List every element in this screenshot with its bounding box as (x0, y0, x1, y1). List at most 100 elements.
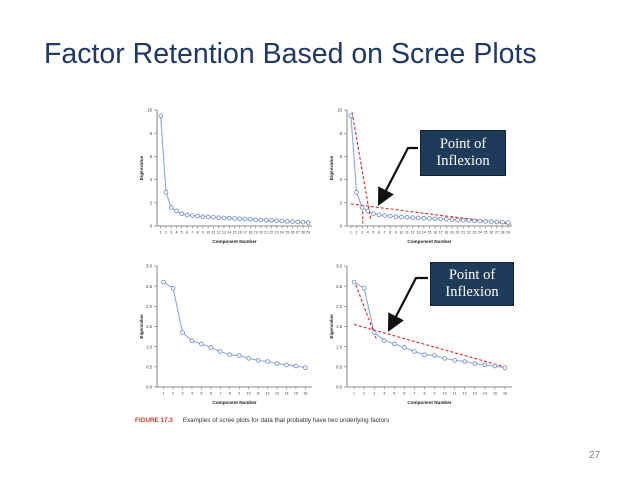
y-tick-label: 2 (340, 200, 343, 205)
data-point (255, 358, 261, 363)
x-tick-label: 4 (176, 231, 178, 235)
x-tick-label: 3 (373, 392, 375, 396)
data-point (237, 216, 243, 222)
x-tick-label: 11 (256, 392, 260, 396)
x-tick-label: 27 (495, 231, 499, 235)
data-point (300, 219, 306, 225)
x-tick-label: 3 (182, 392, 184, 396)
x-tick-label: 17 (439, 231, 443, 235)
x-tick-label: 28 (301, 231, 305, 235)
y-tick-label: 3.0 (336, 264, 342, 269)
x-tick-label: 5 (372, 231, 374, 235)
dashed-line (350, 203, 511, 225)
data-point (410, 215, 415, 220)
x-tick-label: 10 (247, 392, 251, 396)
x-tick-label: 17 (243, 231, 247, 235)
data-point (205, 214, 211, 220)
x-tick-label: 1 (353, 392, 355, 396)
data-point (359, 205, 365, 210)
data-point (371, 211, 376, 217)
data-point (376, 212, 382, 218)
x-tick-label: 10 (399, 231, 403, 235)
scree-plot-bottom-right: 0.0 0.5 1.0 1.5 2.0 2.5 3.0 1 2 3 4 5 6 7 8 9 10 11 12 13 14… (325, 258, 520, 413)
data-point (258, 217, 264, 223)
x-tick-label: 14 (422, 231, 426, 235)
x-tick-label: 19 (450, 231, 454, 235)
data-point (427, 216, 432, 221)
x-tick-label: 8 (229, 392, 231, 396)
data-point (422, 352, 427, 358)
x-tick-label: 3 (361, 231, 363, 235)
x-tick-label: 14 (483, 392, 487, 396)
data-point (284, 362, 289, 368)
x-tick-label: 1 (160, 231, 162, 235)
x-tick-label: 26 (489, 231, 493, 235)
data-point (421, 215, 427, 221)
data-point (483, 219, 488, 224)
x-tick-label: 5 (393, 392, 395, 396)
x-tick-label: 12 (266, 392, 270, 396)
dashed-line (353, 323, 506, 368)
data-point (200, 214, 206, 220)
x-tick-label: 18 (248, 231, 252, 235)
x-tick-label: 12 (463, 392, 467, 396)
x-tick-label: 9 (395, 231, 397, 235)
data-point (221, 215, 227, 221)
data-point (242, 216, 248, 222)
data-point (402, 345, 407, 350)
data-point (290, 219, 295, 224)
data-point (295, 219, 301, 225)
x-tick-label: 15 (233, 231, 237, 235)
y-tick-label: 4 (150, 177, 153, 182)
y-tick-label: 4 (340, 177, 343, 182)
data-point (462, 359, 468, 364)
x-tick-label: 7 (191, 231, 193, 235)
x-tick-label: 13 (275, 392, 279, 396)
data-point (179, 211, 185, 217)
y-tick-label: 0.5 (336, 364, 342, 369)
y-tick-label: 0.0 (146, 385, 152, 390)
x-tick-label: 6 (210, 392, 212, 396)
data-point (460, 217, 466, 223)
data-point (168, 205, 174, 210)
data-point (163, 190, 169, 195)
x-tick-label: 14 (227, 231, 231, 235)
x-tick-label: 15 (493, 392, 497, 396)
series-line (160, 115, 309, 224)
data-point (274, 218, 279, 224)
data-point (211, 215, 216, 220)
x-tick-label: 4 (191, 392, 193, 396)
x-tick-label: 19 (254, 231, 258, 235)
y-tick-label: 8 (150, 131, 153, 136)
data-point (263, 217, 269, 223)
x-tick-label: 22 (269, 231, 273, 235)
data-point (348, 113, 354, 119)
data-point (415, 215, 421, 221)
x-axis-label: Component Number (407, 400, 451, 405)
data-point (293, 363, 299, 369)
data-point (412, 349, 417, 354)
data-point (158, 113, 163, 119)
data-point (190, 213, 195, 218)
x-tick-label: 1 (163, 392, 165, 396)
x-tick-label: 6 (186, 231, 188, 235)
data-point (306, 220, 311, 225)
x-tick-label: 13 (473, 392, 477, 396)
data-point (232, 216, 237, 221)
scree-plot-top-right: 0 2 4 6 8 10 1 2 3 4 5 6 7 8 9 10 11 12 13 14 15 16 17 18 19 20 21… (325, 102, 520, 252)
callout-point-of-inflexion-top: Point of Inflexion (420, 130, 506, 176)
x-tick-label: 6 (403, 392, 405, 396)
x-tick-label: 23 (472, 231, 476, 235)
page-number: 27 (589, 450, 601, 461)
x-axis-label: Component Number (212, 239, 256, 244)
data-point (184, 212, 190, 218)
x-tick-label: 8 (197, 231, 199, 235)
data-point (354, 190, 359, 195)
data-point (371, 330, 377, 335)
data-point (432, 353, 437, 358)
y-tick-label: 1.5 (336, 324, 342, 329)
data-point (482, 362, 488, 368)
data-point (218, 349, 223, 354)
y-tick-label: 3.0 (146, 264, 152, 269)
data-point (248, 216, 253, 222)
